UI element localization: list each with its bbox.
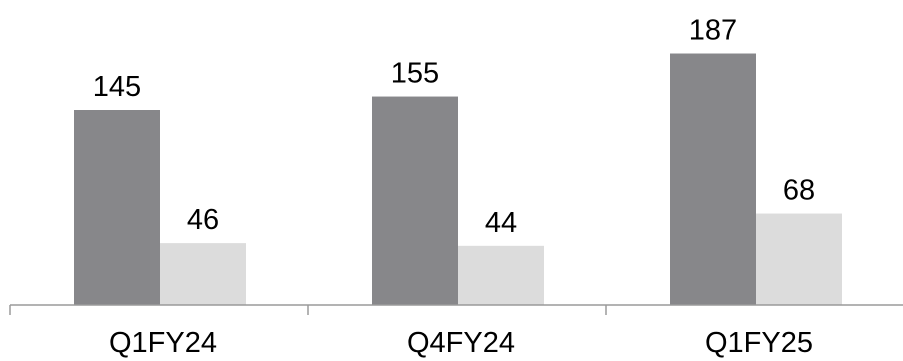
data-label-q1fy25-series-1: 187 [689,15,737,47]
bar-q1fy24-series-1 [74,110,160,305]
data-labels-group: 145 46 155 44 187 68 [93,15,815,239]
x-tick-label-q1fy24: Q1FY24 [109,327,217,359]
x-axis-tick-labels-group: Q1FY24 Q4FY24 Q1FY25 [109,327,813,359]
data-label-q1fy24-series-1: 145 [93,71,141,103]
bar-q1fy25-series-2 [756,213,842,305]
x-tick-label-q4fy24: Q4FY24 [407,327,515,359]
bar-q4fy24-series-2 [458,245,544,305]
x-axis-ticks-group [9,305,607,315]
bar-q4fy24-series-1 [372,96,458,305]
data-label-q1fy25-series-2: 68 [783,175,815,207]
bar-q1fy25-series-1 [670,53,756,305]
bars-group [74,53,842,305]
data-label-q4fy24-series-1: 155 [391,58,439,90]
bar-q1fy24-series-2 [160,243,246,305]
data-label-q1fy24-series-2: 46 [187,204,219,236]
data-label-q4fy24-series-2: 44 [485,207,517,239]
x-tick-label-q1fy25: Q1FY25 [705,327,813,359]
